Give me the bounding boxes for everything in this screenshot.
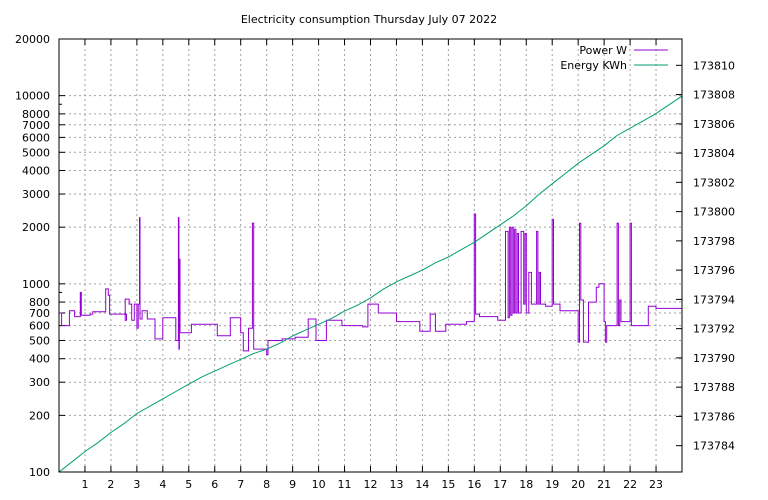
x-tick-label: 17 bbox=[493, 478, 507, 491]
x-tick-label: 8 bbox=[263, 478, 270, 491]
y-left-tick-label: 5000 bbox=[22, 146, 50, 159]
y-right-tick-label: 173798 bbox=[693, 235, 735, 248]
y-right-tick-label: 173804 bbox=[693, 147, 735, 160]
x-tick-label: 22 bbox=[623, 478, 637, 491]
y-right-tick-label: 173800 bbox=[693, 206, 735, 219]
y-right-tick-label: 173794 bbox=[693, 293, 735, 306]
x-tick-label: 15 bbox=[441, 478, 455, 491]
y-left-tick-label: 700 bbox=[29, 307, 50, 320]
y-right-tick-label: 173786 bbox=[693, 410, 735, 423]
x-tick-label: 18 bbox=[519, 478, 533, 491]
y-left-tick-label: 4000 bbox=[22, 165, 50, 178]
x-tick-label: 20 bbox=[571, 478, 585, 491]
chart-title: Electricity consumption Thursday July 07… bbox=[241, 13, 497, 26]
x-tick-label: 2 bbox=[107, 478, 114, 491]
x-tick-label: 13 bbox=[389, 478, 403, 491]
y-left-tick-label: 3000 bbox=[22, 188, 50, 201]
series-layer bbox=[58, 95, 683, 473]
y-right-tick-label: 173806 bbox=[693, 118, 735, 131]
y-left-tick-label: 500 bbox=[29, 334, 50, 347]
x-tick-label: 1 bbox=[81, 478, 88, 491]
y-left-tick-label: 7000 bbox=[22, 119, 50, 132]
y-left-tick-label: 800 bbox=[29, 296, 50, 309]
x-tick-label: 9 bbox=[289, 478, 296, 491]
x-tick-label: 19 bbox=[545, 478, 559, 491]
y-right-tick-label: 173790 bbox=[693, 352, 735, 365]
y-left-tick-label: 8000 bbox=[22, 108, 50, 121]
x-tick-label: 21 bbox=[597, 478, 611, 491]
x-tick-label: 5 bbox=[185, 478, 192, 491]
x-tick-label: 7 bbox=[237, 478, 244, 491]
y-right-tick-label: 173802 bbox=[693, 176, 735, 189]
y-right-tick-label: 173784 bbox=[693, 440, 735, 453]
x-tick-label: 4 bbox=[159, 478, 166, 491]
y-right-tick-label: 173792 bbox=[693, 323, 735, 336]
x-tick-label: 10 bbox=[312, 478, 326, 491]
y-left-tick-label: 10000 bbox=[15, 90, 50, 103]
ticks: 1 2 3 4 5 6 7 8 9 10 11 12 13 14 15 16 17 18 19 20 21 22 23100… bbox=[15, 33, 735, 491]
grid bbox=[59, 39, 682, 472]
legend-label-power: Power W bbox=[579, 44, 627, 57]
y-right-tick-label: 173796 bbox=[693, 264, 735, 277]
legend: Power W Energy KWh bbox=[560, 44, 668, 72]
x-tick-label: 11 bbox=[338, 478, 352, 491]
y-left-tick-label: 600 bbox=[29, 320, 50, 333]
y-right-tick-label: 173810 bbox=[693, 59, 735, 72]
y-right-tick-label: 173808 bbox=[693, 89, 735, 102]
y-left-tick-label: 20000 bbox=[15, 33, 50, 46]
y-left-tick-label: 6000 bbox=[22, 131, 50, 144]
y-right-tick-label: 173788 bbox=[693, 381, 735, 394]
x-tick-label: 6 bbox=[211, 478, 218, 491]
series-energy-line bbox=[58, 95, 683, 473]
y-left-tick-label: 400 bbox=[29, 353, 50, 366]
x-tick-label: 14 bbox=[415, 478, 429, 491]
y-left-tick-label: 200 bbox=[29, 409, 50, 422]
x-tick-label: 12 bbox=[364, 478, 378, 491]
y-left-tick-label: 300 bbox=[29, 376, 50, 389]
x-tick-label: 23 bbox=[649, 478, 663, 491]
y-left-tick-label: 2000 bbox=[22, 221, 50, 234]
series-power-line bbox=[59, 213, 682, 356]
y-left-tick-label: 100 bbox=[29, 466, 50, 479]
x-tick-label: 3 bbox=[133, 478, 140, 491]
plot-frame bbox=[58, 38, 683, 473]
y-left-tick-label: 1000 bbox=[22, 278, 50, 291]
x-tick-label: 16 bbox=[467, 478, 481, 491]
legend-label-energy: Energy KWh bbox=[560, 59, 627, 72]
